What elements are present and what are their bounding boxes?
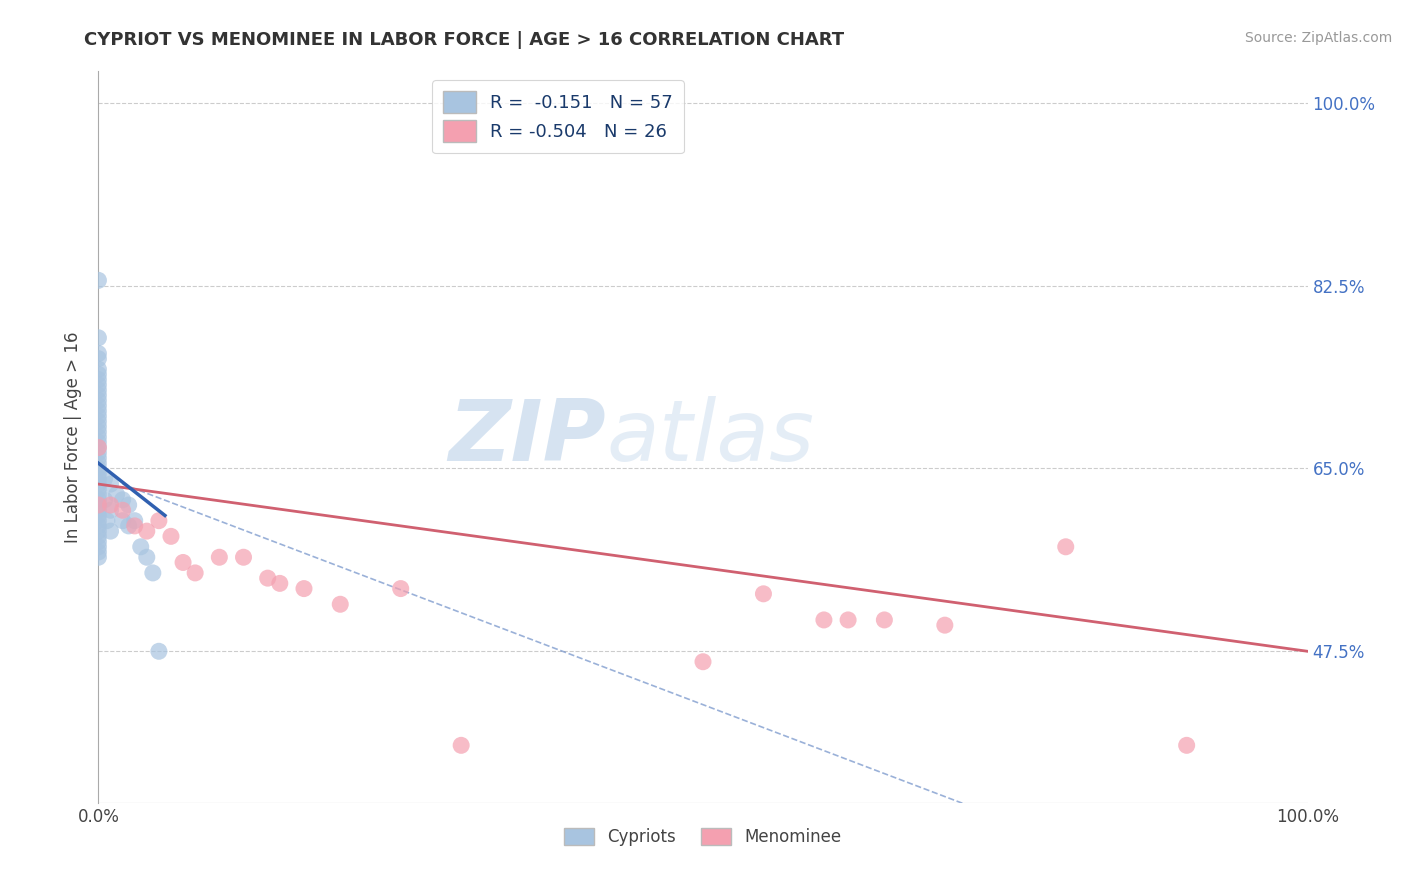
Point [87, 456, 110, 470]
Point [87, 519, 110, 533]
Point [87, 441, 110, 455]
Point [100, 524, 122, 538]
Point [111, 514, 134, 528]
Point [93, 472, 115, 486]
Point [87, 430, 110, 444]
Point [87, 383, 110, 397]
Point [87, 404, 110, 418]
Point [837, 613, 859, 627]
Point [100, 503, 122, 517]
Point [87, 524, 110, 538]
Point [87, 483, 110, 497]
Point [100, 477, 122, 491]
Point [135, 524, 157, 538]
Point [87, 461, 110, 475]
Point [87, 514, 110, 528]
Point [160, 529, 183, 543]
Point [87, 534, 110, 549]
Point [87, 388, 110, 402]
Point [124, 519, 146, 533]
Text: CYPRIOT VS MENOMINEE IN LABOR FORCE | AGE > 16 CORRELATION CHART: CYPRIOT VS MENOMINEE IN LABOR FORCE | AG… [84, 31, 845, 49]
Point [692, 655, 714, 669]
Point [87, 419, 110, 434]
Point [87, 425, 110, 439]
Point [232, 550, 254, 565]
Point [87, 373, 110, 387]
Point [100, 498, 122, 512]
Point [450, 739, 472, 753]
Point [111, 503, 134, 517]
Point [1054, 540, 1077, 554]
Point [148, 644, 170, 658]
Point [87, 450, 110, 465]
Point [87, 492, 110, 507]
Point [389, 582, 412, 596]
Point [87, 441, 110, 455]
Point [111, 492, 134, 507]
Point [87, 503, 110, 517]
Point [329, 597, 352, 611]
Point [292, 582, 315, 596]
Point [93, 492, 115, 507]
Point [87, 331, 110, 345]
Point [87, 498, 110, 512]
Point [105, 487, 128, 501]
Point [96, 514, 118, 528]
Point [87, 409, 110, 424]
Point [1175, 739, 1198, 753]
Point [87, 540, 110, 554]
Point [87, 477, 110, 491]
Point [118, 498, 141, 512]
Point [87, 550, 110, 565]
Point [148, 514, 170, 528]
Point [269, 576, 291, 591]
Point [87, 545, 110, 559]
Point [87, 273, 110, 287]
Point [87, 414, 110, 428]
Point [129, 540, 152, 554]
Point [87, 472, 110, 486]
Point [87, 435, 110, 450]
Point [87, 467, 110, 481]
Point [172, 556, 194, 570]
Point [142, 566, 165, 580]
Text: ZIP: ZIP [449, 395, 606, 479]
Point [87, 351, 110, 366]
Point [813, 613, 835, 627]
Legend: Cypriots, Menominee: Cypriots, Menominee [558, 822, 848, 853]
Point [873, 613, 896, 627]
Text: Source: ZipAtlas.com: Source: ZipAtlas.com [1244, 31, 1392, 45]
Y-axis label: In Labor Force | Age > 16: In Labor Force | Age > 16 [65, 331, 83, 543]
Point [87, 446, 110, 460]
Point [87, 393, 110, 408]
Point [87, 508, 110, 523]
Point [87, 362, 110, 376]
Point [184, 566, 207, 580]
Point [118, 519, 141, 533]
Text: atlas: atlas [606, 395, 814, 479]
Point [208, 550, 231, 565]
Point [87, 368, 110, 382]
Point [256, 571, 278, 585]
Point [135, 550, 157, 565]
Point [752, 587, 775, 601]
Point [87, 399, 110, 413]
Point [87, 529, 110, 543]
Point [87, 487, 110, 501]
Point [87, 377, 110, 392]
Point [934, 618, 956, 632]
Point [87, 346, 110, 360]
Point [87, 498, 110, 512]
Point [124, 514, 146, 528]
